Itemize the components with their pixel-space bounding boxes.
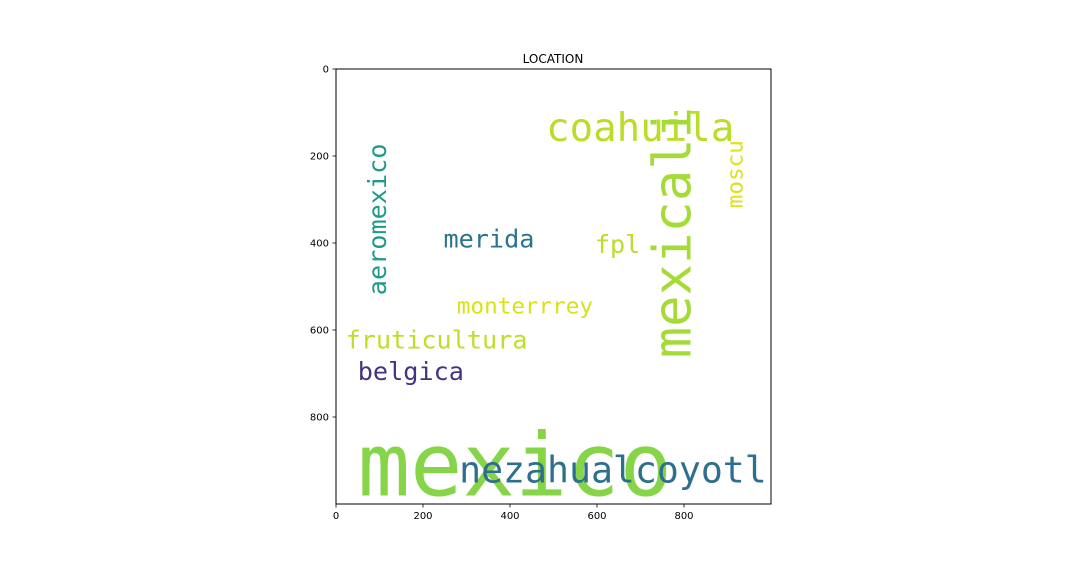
word-monterrrey: monterrrey — [457, 293, 593, 319]
word-merida: merida — [443, 224, 534, 253]
y-tick-label: 800 — [310, 413, 329, 424]
x-tick-label: 400 — [500, 511, 519, 522]
plot-area — [335, 68, 772, 505]
y-tick-label: 0 — [323, 65, 329, 76]
word-moscu: moscu — [723, 140, 749, 208]
y-tick-label: 200 — [310, 152, 329, 163]
x-axis: 0 200 400 600 800 — [333, 504, 694, 522]
x-tick-label: 200 — [413, 511, 432, 522]
y-tick-label: 600 — [310, 326, 329, 337]
word-aeromexico: aeromexico — [363, 144, 392, 296]
word-mexico: mexico — [358, 414, 672, 516]
word-belgica: belgica — [358, 357, 464, 386]
word-nezahualcoyotl: nezahualcoyotl — [459, 448, 767, 491]
y-axis: 0 200 400 600 800 — [310, 65, 336, 424]
x-tick-label: 0 — [333, 511, 339, 522]
y-tick-label: 400 — [310, 239, 329, 250]
word-mexicali: mexicali — [644, 107, 704, 358]
word-fpl: fpl — [595, 230, 641, 259]
chart-title: LOCATION — [523, 52, 584, 66]
x-tick-label: 800 — [674, 511, 693, 522]
word-fruticultura: fruticultura — [346, 326, 528, 355]
x-tick-label: 600 — [587, 511, 606, 522]
word-coahuila: coahuila — [546, 106, 734, 151]
